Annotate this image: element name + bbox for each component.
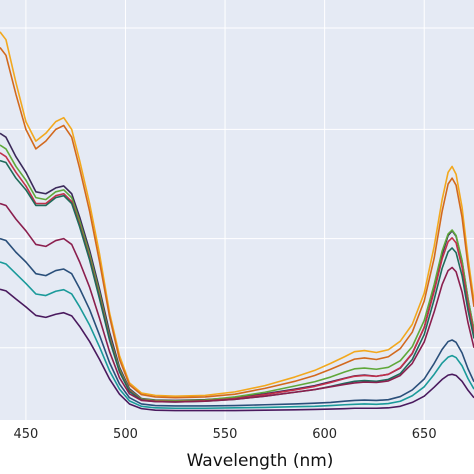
series-line-9	[0, 261, 474, 410]
x-axis-title: Wavelength (nm)	[187, 451, 334, 471]
series-layer	[0, 31, 474, 412]
x-tick-labels: 450 500 550 600 650	[13, 427, 436, 442]
x-tick-label-500: 500	[113, 427, 138, 442]
series-line-10	[0, 288, 474, 412]
series-line-8	[0, 237, 474, 407]
plot-background	[0, 0, 474, 420]
series-line-1	[0, 31, 474, 397]
series-line-5	[0, 152, 474, 403]
series-line-7	[0, 202, 474, 403]
x-tick-label-650: 650	[412, 427, 437, 442]
x-tick-label-600: 600	[312, 427, 337, 442]
grid-lines	[0, 0, 474, 420]
x-tick-label-450: 450	[13, 427, 38, 442]
series-line-2	[0, 47, 474, 399]
x-tick-label-550: 550	[213, 427, 238, 442]
series-line-4	[0, 144, 474, 402]
